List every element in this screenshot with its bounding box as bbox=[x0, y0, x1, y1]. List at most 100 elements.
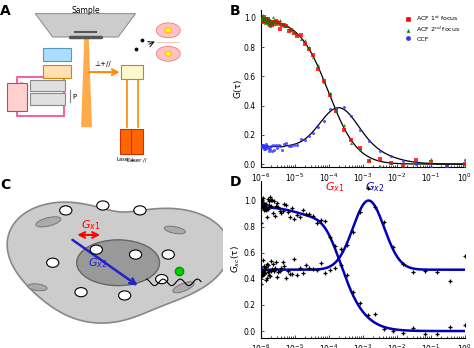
Point bbox=[286, 214, 294, 220]
Point bbox=[270, 268, 278, 274]
Point bbox=[399, 331, 407, 336]
Point bbox=[258, 17, 266, 23]
Circle shape bbox=[118, 291, 131, 300]
Point bbox=[412, 160, 420, 166]
Point bbox=[421, 331, 429, 337]
Point bbox=[376, 157, 383, 162]
Point bbox=[257, 195, 265, 200]
Point bbox=[264, 21, 272, 26]
Point bbox=[283, 23, 290, 29]
Point bbox=[337, 262, 345, 267]
Point bbox=[285, 143, 292, 148]
Point bbox=[279, 147, 286, 153]
Point bbox=[410, 325, 417, 330]
Point bbox=[257, 16, 265, 22]
FancyBboxPatch shape bbox=[7, 83, 27, 111]
Point bbox=[288, 143, 295, 148]
Point bbox=[302, 262, 310, 268]
Point bbox=[376, 163, 383, 169]
Point bbox=[267, 197, 274, 203]
Polygon shape bbox=[7, 202, 230, 323]
Point bbox=[262, 267, 269, 272]
Point bbox=[261, 18, 268, 24]
Point bbox=[340, 122, 347, 128]
Point bbox=[288, 26, 295, 31]
Point bbox=[264, 144, 271, 149]
Point bbox=[399, 158, 407, 164]
Point bbox=[310, 55, 317, 60]
Point bbox=[258, 272, 266, 278]
Point bbox=[266, 273, 273, 279]
Circle shape bbox=[97, 201, 109, 210]
Point bbox=[427, 156, 435, 162]
Text: $G_{x1}$: $G_{x1}$ bbox=[81, 219, 100, 232]
Point bbox=[260, 201, 268, 207]
Point bbox=[291, 216, 298, 222]
Point bbox=[267, 258, 275, 264]
Point bbox=[264, 17, 271, 23]
Point bbox=[265, 21, 273, 26]
Circle shape bbox=[46, 258, 59, 267]
Point bbox=[364, 313, 371, 318]
Point bbox=[268, 149, 276, 154]
Point bbox=[280, 22, 288, 27]
Point bbox=[261, 18, 269, 24]
Point bbox=[267, 21, 275, 26]
Point bbox=[273, 145, 281, 151]
Point bbox=[315, 62, 322, 68]
Point bbox=[265, 18, 273, 24]
Point bbox=[257, 281, 265, 286]
Point bbox=[259, 13, 267, 18]
Point bbox=[272, 18, 280, 24]
Point bbox=[299, 271, 306, 276]
Point bbox=[259, 273, 266, 279]
Point bbox=[297, 136, 305, 142]
Point bbox=[301, 37, 309, 42]
Point bbox=[332, 108, 340, 114]
Point bbox=[263, 143, 271, 149]
Point bbox=[293, 213, 301, 218]
Legend: ACF 1$^{st}$ focus, ACF 2$^{nd}$ focus, CCF: ACF 1$^{st}$ focus, ACF 2$^{nd}$ focus, … bbox=[401, 14, 461, 42]
Point bbox=[326, 92, 334, 98]
Point bbox=[343, 242, 351, 248]
Point bbox=[269, 261, 277, 267]
Point bbox=[271, 213, 279, 219]
Point bbox=[260, 144, 268, 150]
Point bbox=[285, 25, 292, 31]
Circle shape bbox=[75, 287, 87, 297]
Point bbox=[265, 148, 273, 154]
FancyBboxPatch shape bbox=[43, 65, 71, 78]
Point bbox=[262, 264, 270, 270]
Point bbox=[258, 199, 265, 205]
Point bbox=[281, 201, 288, 207]
Point bbox=[277, 266, 285, 271]
Text: DM
Filter: DM Filter bbox=[50, 66, 64, 77]
Point bbox=[310, 52, 317, 58]
Point bbox=[258, 16, 265, 22]
Point bbox=[372, 205, 379, 210]
Point bbox=[347, 140, 355, 145]
Point bbox=[337, 246, 345, 252]
Point bbox=[434, 269, 441, 274]
Point bbox=[302, 211, 310, 216]
Point bbox=[326, 90, 334, 96]
Point bbox=[265, 16, 273, 22]
Point bbox=[272, 204, 280, 209]
Point bbox=[320, 79, 328, 85]
Ellipse shape bbox=[164, 226, 185, 234]
Circle shape bbox=[129, 250, 142, 259]
Point bbox=[317, 218, 325, 223]
Text: D: D bbox=[230, 175, 242, 189]
Point bbox=[260, 271, 267, 276]
Point bbox=[258, 144, 266, 150]
Point bbox=[332, 105, 340, 111]
Point bbox=[293, 272, 301, 278]
Point bbox=[276, 208, 283, 213]
Point bbox=[294, 31, 301, 37]
Point bbox=[305, 133, 313, 139]
Point bbox=[262, 146, 269, 151]
Point bbox=[461, 164, 468, 169]
Point bbox=[412, 157, 420, 163]
Point bbox=[259, 15, 266, 21]
Point bbox=[261, 17, 268, 23]
